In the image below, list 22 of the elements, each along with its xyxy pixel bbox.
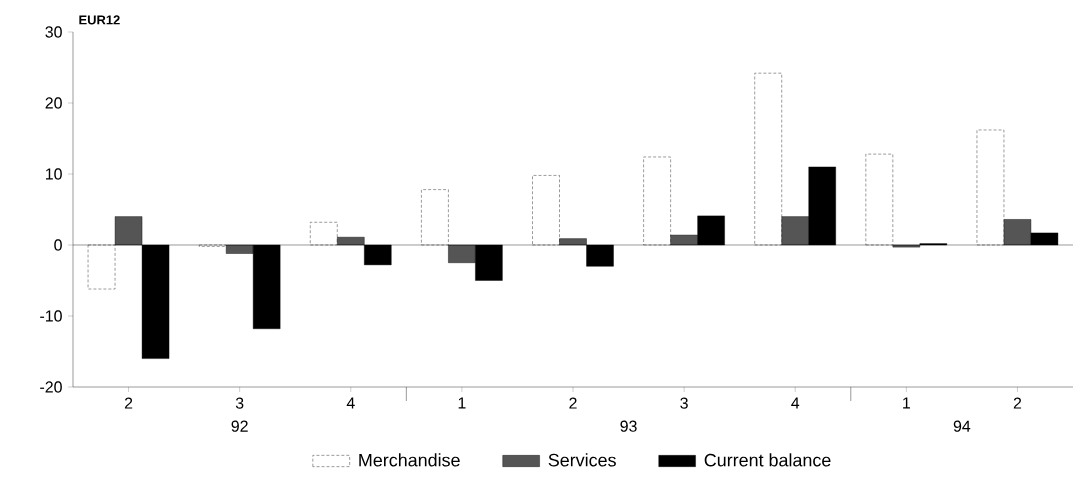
y-tick-label: 0	[54, 239, 62, 251]
x-tick-label: 4	[791, 397, 800, 409]
y-tick-label: -10	[40, 310, 62, 322]
x-tick-label: 1	[903, 397, 910, 409]
text: 92	[231, 420, 248, 432]
text: 94	[953, 420, 971, 432]
x-tick-label: 3	[235, 397, 244, 409]
y-axis-title: EUR12	[79, 15, 120, 25]
legend-label: Merchandise	[359, 453, 460, 467]
y-tick-label: -20	[40, 381, 62, 393]
x-tick-label: 2	[124, 397, 133, 409]
x-tick-label: 1	[458, 397, 466, 409]
legend-label: Current balance	[704, 453, 831, 467]
x-tick-label: 4	[346, 397, 355, 409]
x-tick-label: 2	[569, 397, 577, 409]
text: 93	[620, 420, 637, 432]
y-tick-label: 30	[45, 26, 62, 38]
legend-label: Services	[548, 453, 616, 467]
x-tick-label: 2	[1013, 397, 1022, 409]
x-tick-label: 3	[680, 397, 688, 409]
y-tick-label: 20	[45, 97, 62, 109]
y-tick-label: 10	[46, 168, 62, 180]
